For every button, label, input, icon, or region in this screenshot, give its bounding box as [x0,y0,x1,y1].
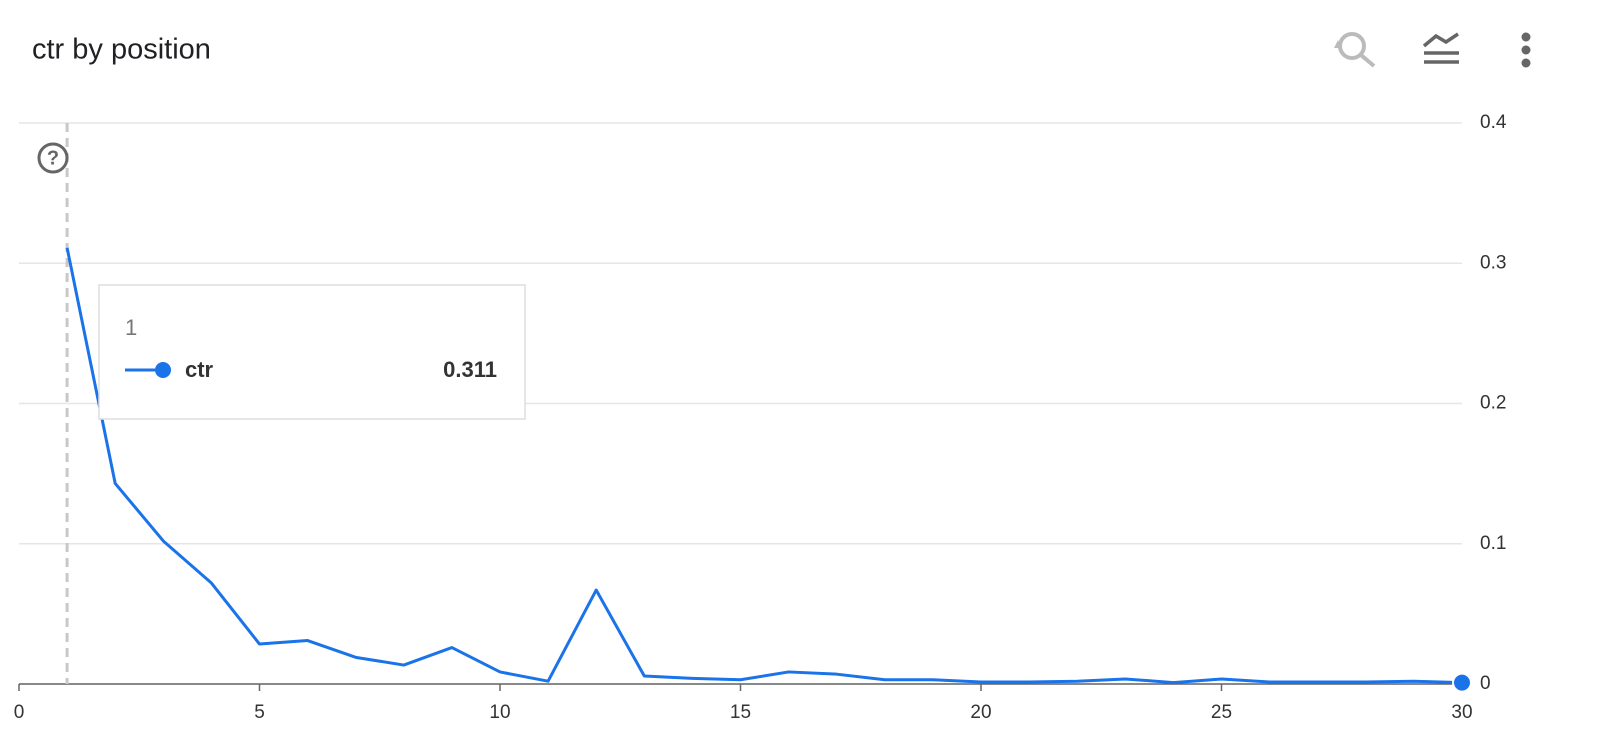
series-line [65,247,1463,685]
more-menu-icon[interactable] [1521,32,1531,68]
tooltip-value: 0.311 [443,357,497,382]
help-icon[interactable]: ? [37,142,69,174]
zoom-reset-icon[interactable] [1334,32,1376,68]
y-tick-label: 0.2 [1480,393,1506,414]
svg-text:?: ? [47,147,59,169]
y-tick-label: 0.3 [1480,252,1506,273]
x-tick-label: 15 [730,702,751,723]
x-tick-label: 0 [14,702,25,723]
x-tick-label: 20 [970,702,991,723]
y-tick-label: 0.1 [1480,533,1506,554]
chart-title: ctr by position [32,34,211,66]
tooltip-series-name: ctr [185,357,214,382]
tooltip: 1 ctr 0.311 [98,284,526,420]
x-tick-label: 10 [489,702,510,723]
point-marker [1452,672,1472,693]
tooltip-legend-dot [155,362,171,378]
x-tick-label: 30 [1451,702,1472,723]
plot: 0 0.1 0.2 0.3 0.4 0 5 10 15 20 25 30 [14,112,1507,723]
chart-style-icon[interactable] [1422,32,1459,64]
y-tick-label: 0.4 [1480,112,1507,133]
tooltip-category: 1 [125,315,137,340]
x-tick-label: 5 [254,702,265,723]
y-tick-label: 0 [1480,673,1491,694]
x-tick-label: 25 [1211,702,1232,723]
